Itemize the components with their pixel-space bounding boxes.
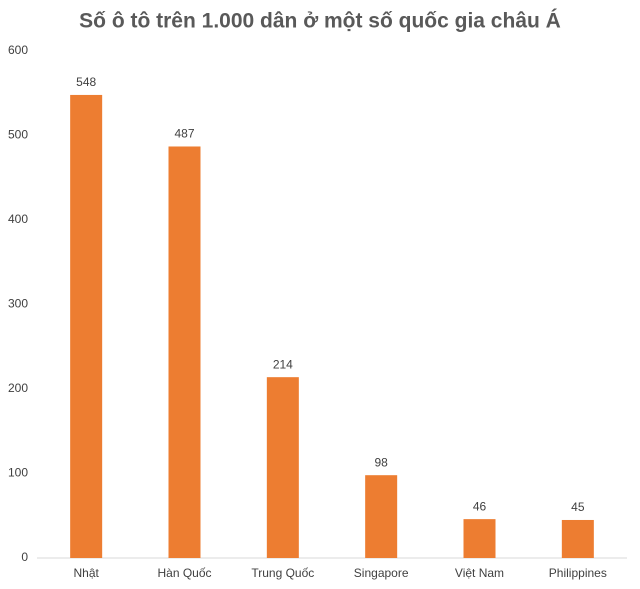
- bar: [70, 94, 103, 558]
- y-tick-label: 600: [8, 43, 28, 57]
- x-tick-label: Hàn Quốc: [157, 566, 211, 580]
- bar: [266, 377, 299, 558]
- y-tick-label: 100: [8, 466, 28, 480]
- x-tick-label: Trung Quốc: [251, 566, 314, 580]
- y-tick-label: 400: [8, 212, 28, 226]
- data-label: 98: [374, 455, 388, 469]
- y-tick-label: 300: [8, 297, 28, 311]
- data-label: 46: [473, 499, 487, 513]
- y-tick-label: 200: [8, 381, 28, 395]
- y-tick-label: 0: [21, 550, 28, 564]
- bar: [365, 475, 398, 558]
- x-tick-label: Singapore: [354, 566, 409, 580]
- data-label: 487: [174, 127, 194, 141]
- x-tick-label: Việt Nam: [455, 566, 504, 580]
- y-tick-label: 500: [8, 128, 28, 142]
- data-label: 45: [571, 500, 585, 514]
- bar: [463, 519, 496, 558]
- bar: [168, 146, 201, 559]
- data-label: 548: [76, 75, 96, 89]
- chart-title: Số ô tô trên 1.000 dân ở một số quốc gia…: [79, 10, 561, 33]
- x-tick-label: Philippines: [549, 566, 607, 580]
- x-tick-label: Nhật: [73, 566, 99, 580]
- bar: [561, 519, 594, 558]
- data-label: 214: [273, 357, 293, 371]
